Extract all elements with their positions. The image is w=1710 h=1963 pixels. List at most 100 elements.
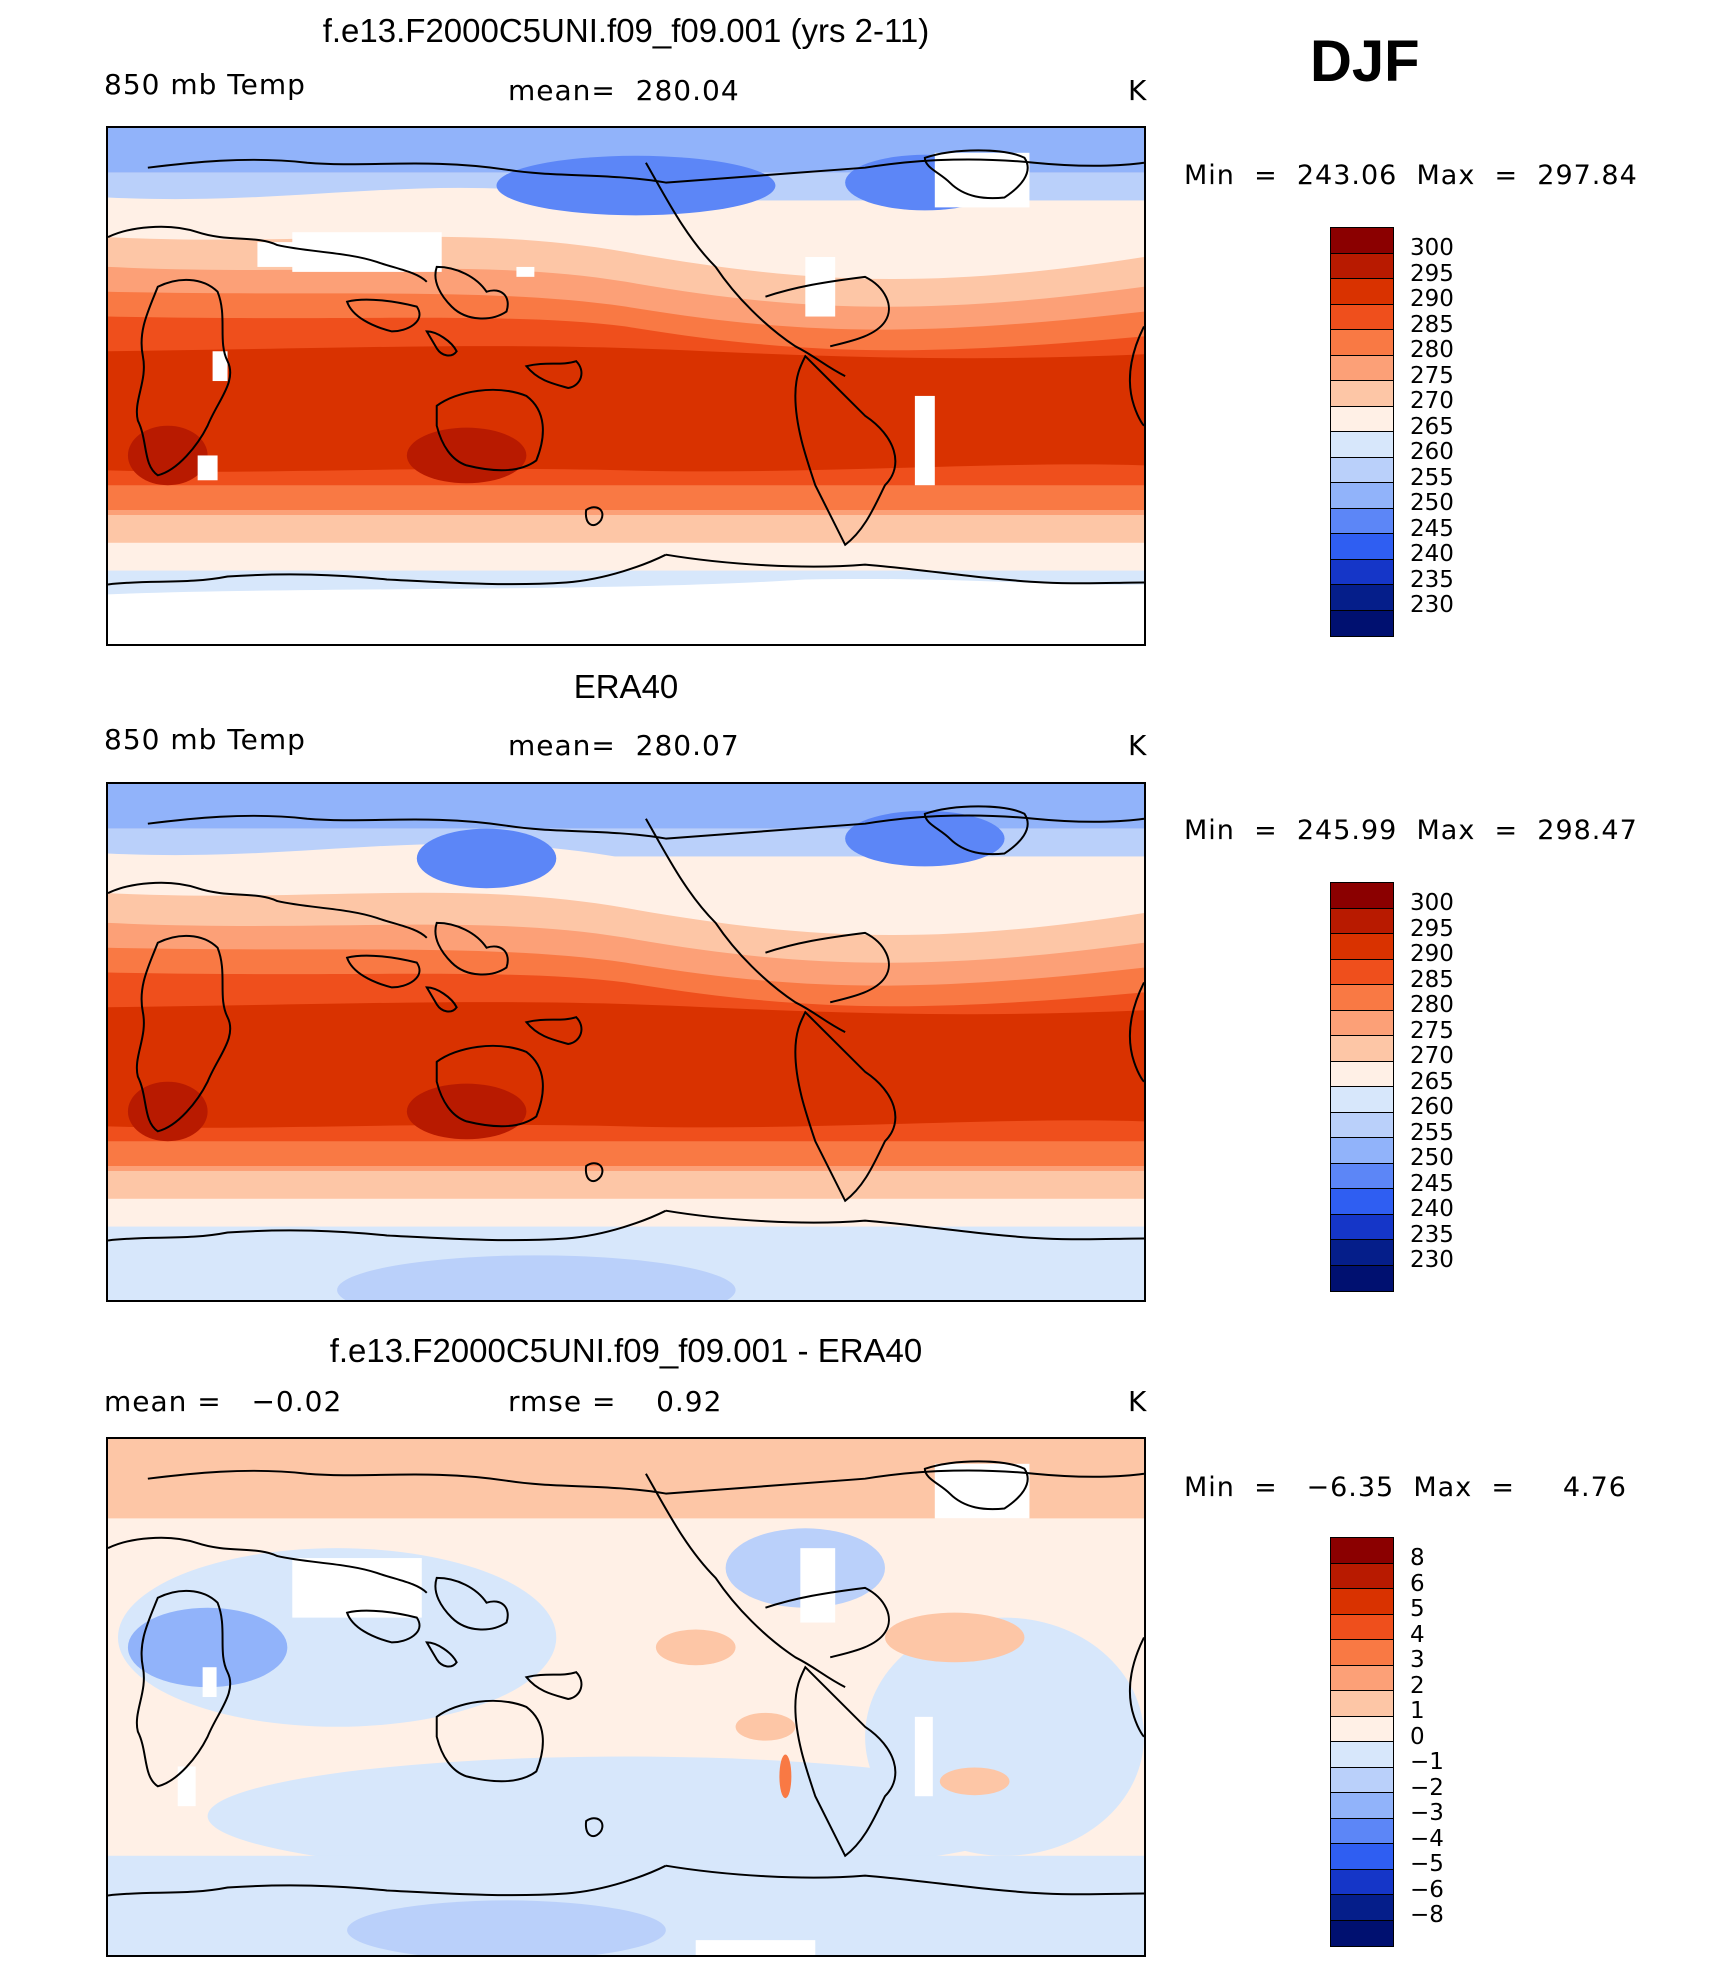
coastline (147, 158, 1144, 184)
colorbar-swatch (1331, 610, 1393, 636)
colorbar-tick-label: 6 (1410, 1570, 1425, 1597)
colorbar-tick-label: −5 (1410, 1851, 1444, 1877)
coastline (434, 921, 509, 976)
colorbar-swatch (1331, 253, 1393, 279)
coastline (108, 225, 428, 283)
colorbar-swatch (1331, 1742, 1393, 1768)
colorbar-tick-label: 250 (1410, 1145, 1454, 1171)
panel3-rmse-label: rmse = 0.92 (508, 1385, 723, 1418)
colorbar-swatch (1331, 883, 1393, 909)
panel3-map (106, 1437, 1146, 1957)
colorbar-swatch (1331, 1112, 1393, 1138)
coastline (765, 275, 890, 348)
colorbar-swatch (1331, 1010, 1393, 1036)
field-contour (108, 346, 1144, 472)
coastline (108, 1209, 667, 1242)
panel2-colorbar (1330, 882, 1394, 1292)
coastline (923, 149, 1029, 200)
field-contour (108, 187, 1144, 272)
panel2-mean-label: mean= 280.07 (508, 729, 740, 762)
colorbar-swatch (1331, 908, 1393, 934)
coastline (425, 330, 458, 357)
coastline (1128, 326, 1144, 427)
panel1-colorbar (1330, 227, 1394, 637)
coastline (765, 931, 890, 1004)
colorbar-tick-label: 295 (1410, 260, 1454, 287)
colorbar-tick-label: 295 (1410, 915, 1454, 942)
missing-data-patch (914, 1716, 933, 1797)
missing-data-patch (257, 242, 318, 267)
colorbar-swatch (1331, 1691, 1393, 1717)
colorbar-swatch (1331, 1614, 1393, 1640)
coastline (665, 1209, 1144, 1241)
panel1-title: f.e13.F2000C5UNI.f09_f09.001 (yrs 2-11) (322, 12, 930, 49)
field-contour (655, 1629, 736, 1666)
colorbar-swatch (1331, 1265, 1393, 1291)
coastline (584, 1817, 604, 1838)
colorbar-swatch (1331, 1895, 1393, 1921)
colorbar-tick-label: −2 (1410, 1774, 1444, 1801)
colorbar-tick-label: 290 (1410, 286, 1454, 312)
panel3-mean-label: mean = −0.02 (104, 1385, 343, 1418)
colorbar-tick-label: 280 (1410, 992, 1454, 1018)
coastline (135, 278, 232, 477)
colorbar-swatch (1331, 1538, 1393, 1564)
coastline (434, 265, 509, 320)
colorbar-swatch (1331, 1793, 1393, 1819)
coastline (1128, 1637, 1144, 1738)
colorbar-swatch (1331, 483, 1393, 509)
colorbar-swatch (1331, 1163, 1393, 1189)
missing-data-patch (914, 395, 935, 486)
colorbar-swatch (1331, 985, 1393, 1011)
coastline (645, 818, 846, 1033)
colorbar-swatch (1331, 1920, 1393, 1946)
coastline (645, 1473, 846, 1688)
colorbar-swatch (1331, 1818, 1393, 1844)
panel2-map (106, 782, 1146, 1302)
colorbar-tick-label: 250 (1410, 490, 1454, 516)
colorbar-tick-label: 235 (1410, 1221, 1454, 1248)
panel1-map (106, 126, 1146, 646)
colorbar-swatch (1331, 1716, 1393, 1742)
coastline (1128, 982, 1144, 1083)
field-contour (337, 1255, 736, 1300)
field-contour (108, 542, 1144, 573)
panel1-map-svg (108, 128, 1144, 644)
colorbar-swatch (1331, 1844, 1393, 1870)
coastline (794, 1010, 897, 1203)
colorbar-tick-label: 240 (1410, 1196, 1454, 1222)
colorbar-swatch (1331, 534, 1393, 560)
field-contour (108, 1002, 1144, 1128)
colorbar-swatch (1331, 1138, 1393, 1164)
missing-data-patch (516, 266, 535, 277)
missing-data-patch (805, 257, 836, 317)
field-contour (108, 1198, 1144, 1229)
colorbar-tick-label: 0 (1410, 1723, 1425, 1750)
coastline (524, 360, 583, 389)
field-contour (939, 1767, 1010, 1796)
colorbar-swatch (1331, 304, 1393, 330)
colorbar-tick-label: 265 (1410, 413, 1454, 440)
panel2-map-svg (108, 784, 1144, 1300)
colorbar-swatch (1331, 381, 1393, 407)
colorbar-swatch (1331, 1589, 1393, 1615)
coastline (345, 954, 421, 989)
colorbar-tick-label: 270 (1410, 388, 1454, 414)
missing-data-patch (177, 1766, 196, 1807)
coastline (584, 1162, 604, 1183)
panel2-minmax: Min = 245.99 Max = 298.47 (1184, 815, 1638, 846)
coastline (645, 162, 846, 377)
coastline (665, 1864, 1144, 1896)
panel3-units: K (1128, 1385, 1148, 1418)
colorbar-tick-label: 275 (1410, 362, 1454, 389)
coastline (108, 1864, 667, 1897)
missing-data-patch (197, 455, 218, 481)
colorbar-tick-label: 245 (1410, 515, 1454, 542)
coastline (794, 1665, 897, 1858)
coastline (765, 1586, 890, 1659)
colorbar-swatch (1331, 508, 1393, 534)
field-contour (108, 578, 1144, 644)
colorbar-swatch (1331, 1189, 1393, 1215)
colorbar-tick-label: 5 (1410, 1596, 1425, 1622)
colorbar-swatch (1331, 959, 1393, 985)
